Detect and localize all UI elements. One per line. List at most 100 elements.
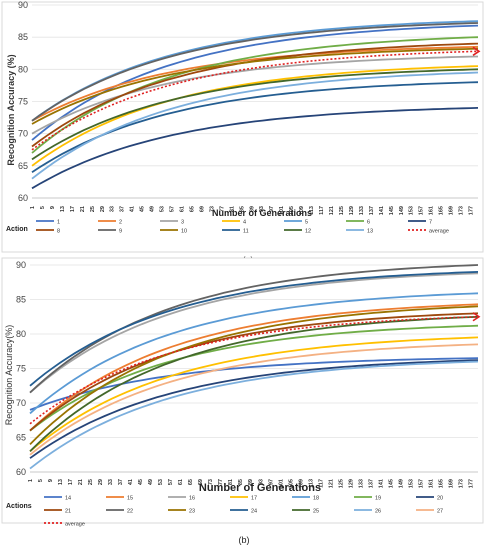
panel-b-x-tick-label: 125 (338, 479, 344, 488)
panel-b-x-tick-label: 137 (368, 479, 374, 488)
panel-b-x-tick-label: 49 (148, 479, 154, 485)
panel-b-y-ticks: 60 65 70 75 80 85 90 (16, 260, 26, 477)
panel-b-legend-title: Actions (6, 503, 32, 510)
panel-b-series-line-23 (29, 305, 479, 446)
panel-a-x-tick-label: 57 (170, 206, 176, 212)
panel-a-x-tick-label: 133 (359, 206, 365, 215)
panel-b-x-tick-label: 81 (228, 479, 234, 485)
panel-a-x-tick-label: 53 (160, 206, 166, 212)
panel-a-x-tick-label: 41 (130, 206, 136, 212)
panel-a-y-axis-label: Recognition Accuracy (%) (6, 54, 16, 165)
panel-a-x-tick-label: 73 (209, 206, 215, 212)
panel-b-legend-label: 25 (313, 509, 319, 515)
panel-b-x-tick-label: 113 (308, 479, 314, 488)
panel-a-series-line-4 (31, 65, 479, 167)
panel-a-legend-label: 10 (181, 229, 187, 235)
panel-a-frame (1, 1, 484, 253)
panel-b-x-tick-label: 1 (28, 479, 34, 482)
panel-b-series-line-20 (29, 359, 479, 459)
panel-b-x-tick-label: 17 (68, 479, 74, 485)
panel-b-x-tick-label: 101 (278, 479, 284, 488)
panel-a-x-tick-label: 113 (309, 206, 315, 215)
panel-b-legend-label: 26 (375, 509, 381, 515)
panel-b-x-tick-label: 33 (108, 479, 114, 485)
panel-a-legend-label: 7 (429, 220, 432, 226)
panel-a-x-tick-label: 117 (319, 206, 325, 215)
panel-a-x-tick-label: 33 (110, 206, 116, 212)
panel-b-x-tick-label: 129 (348, 479, 354, 488)
panel-a-legend-label: average (429, 229, 449, 235)
panel-b-x-tick-label: 9 (48, 479, 54, 482)
panel-b-x-ticks: 1 5 9 13 17 21 25 29 33 37 41 45 49 53 57 61 65 69 73 77 81 8… (28, 479, 474, 488)
panel-b-series-line-27 (29, 343, 479, 456)
panel-b-x-tick-label: 13 (58, 479, 64, 485)
panel-a-x-tick-label: 21 (80, 206, 86, 212)
panel-a-y-tick-label: 60 (18, 193, 28, 203)
panel-a-series (31, 20, 481, 190)
panel-a-x-tick-label: 13 (60, 206, 66, 212)
panel-b-x-tick-label: 25 (88, 479, 94, 485)
panel-b-y-tick-label: 60 (16, 467, 26, 477)
panel-a-x-tick-label: 137 (369, 206, 375, 215)
panel-a-x-tick-label: 69 (199, 206, 205, 212)
panel-b-y-tick-label: 85 (16, 295, 26, 305)
panel-a-legend-label: 8 (57, 229, 60, 235)
panel-a-legend-label: 3 (181, 220, 184, 226)
panel-a-y-tick-label: 80 (18, 64, 28, 74)
panel-b-x-tick-label: 165 (438, 479, 444, 488)
panel-b-x-tick-label: 53 (158, 479, 164, 485)
panel-b-y-tick-label: 65 (16, 433, 26, 443)
panel-a-y-tick-label: 70 (18, 129, 28, 139)
panel-b-x-tick-label: 161 (428, 479, 434, 488)
panel-a-x-tick-label: 89 (249, 206, 255, 212)
panel-a-x-tick-label: 17 (70, 206, 76, 212)
panel-a-x-tick-label: 105 (289, 206, 295, 215)
panel-b-x-tick-label: 69 (198, 479, 204, 485)
panel-b-x-tick-label: 149 (398, 479, 404, 488)
panel-b-y-tick-label: 90 (16, 260, 26, 270)
panel-b-x-tick-label: 133 (358, 479, 364, 488)
panel-b-x-tick-label: 93 (258, 479, 264, 485)
panel-a-x-tick-label: 25 (90, 206, 96, 212)
panel-b-x-axis-label: Number of Generations (199, 482, 321, 494)
panel-a-legend-title: Action (6, 226, 28, 233)
panel-b-x-tick-label: 5 (38, 479, 44, 482)
panel-b-legend-label: 22 (127, 509, 133, 515)
panel-a-x-tick-label: 29 (100, 206, 106, 212)
panel-b-x-tick-label: 105 (288, 479, 294, 488)
panel-b-x-tick-label: 121 (328, 479, 334, 488)
panel-b-x-tick-label: 173 (458, 479, 464, 488)
panel-a-x-ticks: 1 5 9 13 17 21 25 29 33 37 41 45 49 53 57 61 65 69 73 77 81 8… (30, 206, 475, 215)
panel-a-x-tick-label: 169 (449, 206, 455, 215)
panel-a-x-tick-label: 153 (409, 206, 415, 215)
panel-a-x-tick-label: 177 (469, 206, 475, 215)
panel-b-legend-label: 21 (65, 509, 71, 515)
panel-b-x-tick-label: 61 (178, 479, 184, 485)
panel-a-series-line-10 (31, 47, 479, 125)
panel-b-legend-label: 18 (313, 496, 319, 502)
panel-a-x-tick-label: 101 (279, 206, 285, 215)
panel-b-series-line-18 (29, 292, 479, 415)
panel-a-x-tick-label: 109 (299, 206, 305, 215)
panel-a-series-line-9 (31, 22, 479, 122)
panel-b-series-line-24 (29, 271, 479, 387)
panel-a-legend-label: 5 (305, 220, 308, 226)
panel-a-series-line-2 (31, 45, 479, 122)
panel-b-x-tick-label: 41 (128, 479, 134, 485)
panel-b-x-tick-label: 117 (318, 479, 324, 488)
panel-a-x-tick-label: 97 (269, 206, 275, 212)
panel-a-legend-label: 4 (243, 220, 246, 226)
panel-a-x-tick-label: 45 (140, 206, 146, 212)
panel-a-x-tick-label: 93 (259, 206, 265, 212)
panel-b-grid (30, 264, 478, 473)
panel-a-y-tick-label: 85 (18, 32, 28, 42)
panel-b-x-tick-label: 65 (188, 479, 194, 485)
panel-a-x-tick-label: 49 (150, 206, 156, 212)
panel-a-legend-label: 6 (367, 220, 370, 226)
panel-a-x-tick-label: 77 (219, 206, 225, 212)
panel-a-legend-label: 9 (119, 229, 122, 235)
